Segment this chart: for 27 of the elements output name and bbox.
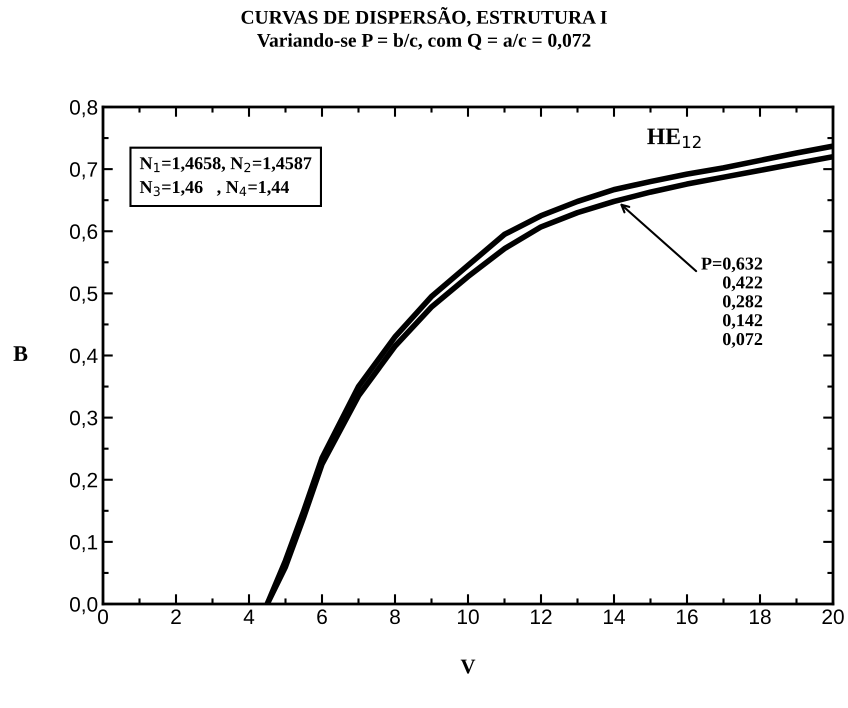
x-tick-label: 8 xyxy=(390,609,400,624)
y-tick-label: 0,3 xyxy=(70,410,98,428)
annotation: HE$_{12}$ xyxy=(647,128,701,148)
x-tick-label: 14 xyxy=(604,610,625,624)
chart-title: CURVAS DE DISPERSÃO, ESTRUTURA I xyxy=(242,7,607,27)
x-tick-label: 10 xyxy=(458,609,479,624)
y-tick-label: 0,8 xyxy=(70,100,98,118)
x-tick-label: 0 xyxy=(98,609,108,624)
x-axis-title: V xyxy=(460,660,476,674)
x-tick-label: 4 xyxy=(244,610,254,624)
y-tick-label: 0,5 xyxy=(70,286,98,304)
y-tick-label: 0,7 xyxy=(70,162,98,180)
x-tick-label: 20 xyxy=(822,609,844,624)
y-tick-label: 0,0 xyxy=(70,597,98,614)
x-tick-label: 12 xyxy=(531,609,552,624)
y-tick-label: 0,2 xyxy=(70,472,98,490)
y-tick-label: 0,6 xyxy=(70,224,98,242)
y-tick-label: 0,1 xyxy=(70,534,98,552)
x-tick-label: 18 xyxy=(750,609,771,624)
chart-subtitle: Variando-se P = b/c, com Q = a/c = 0,072 xyxy=(256,33,590,50)
x-tick-label: 16 xyxy=(677,609,698,624)
text: N$_{1}$=1,4658, N$_{2}$=1,4587 N$_{3}$=1,46 , N$_{4}$=1,44 xyxy=(140,157,312,196)
y-axis-title: B xyxy=(14,346,28,361)
annotation: P=0,632 0,422 0,282 0,142 0,072 xyxy=(701,258,762,348)
x-tick-label: 6 xyxy=(317,609,327,624)
y-tick-label: 0,4 xyxy=(70,348,98,366)
x-tick-label: 2 xyxy=(171,609,181,624)
